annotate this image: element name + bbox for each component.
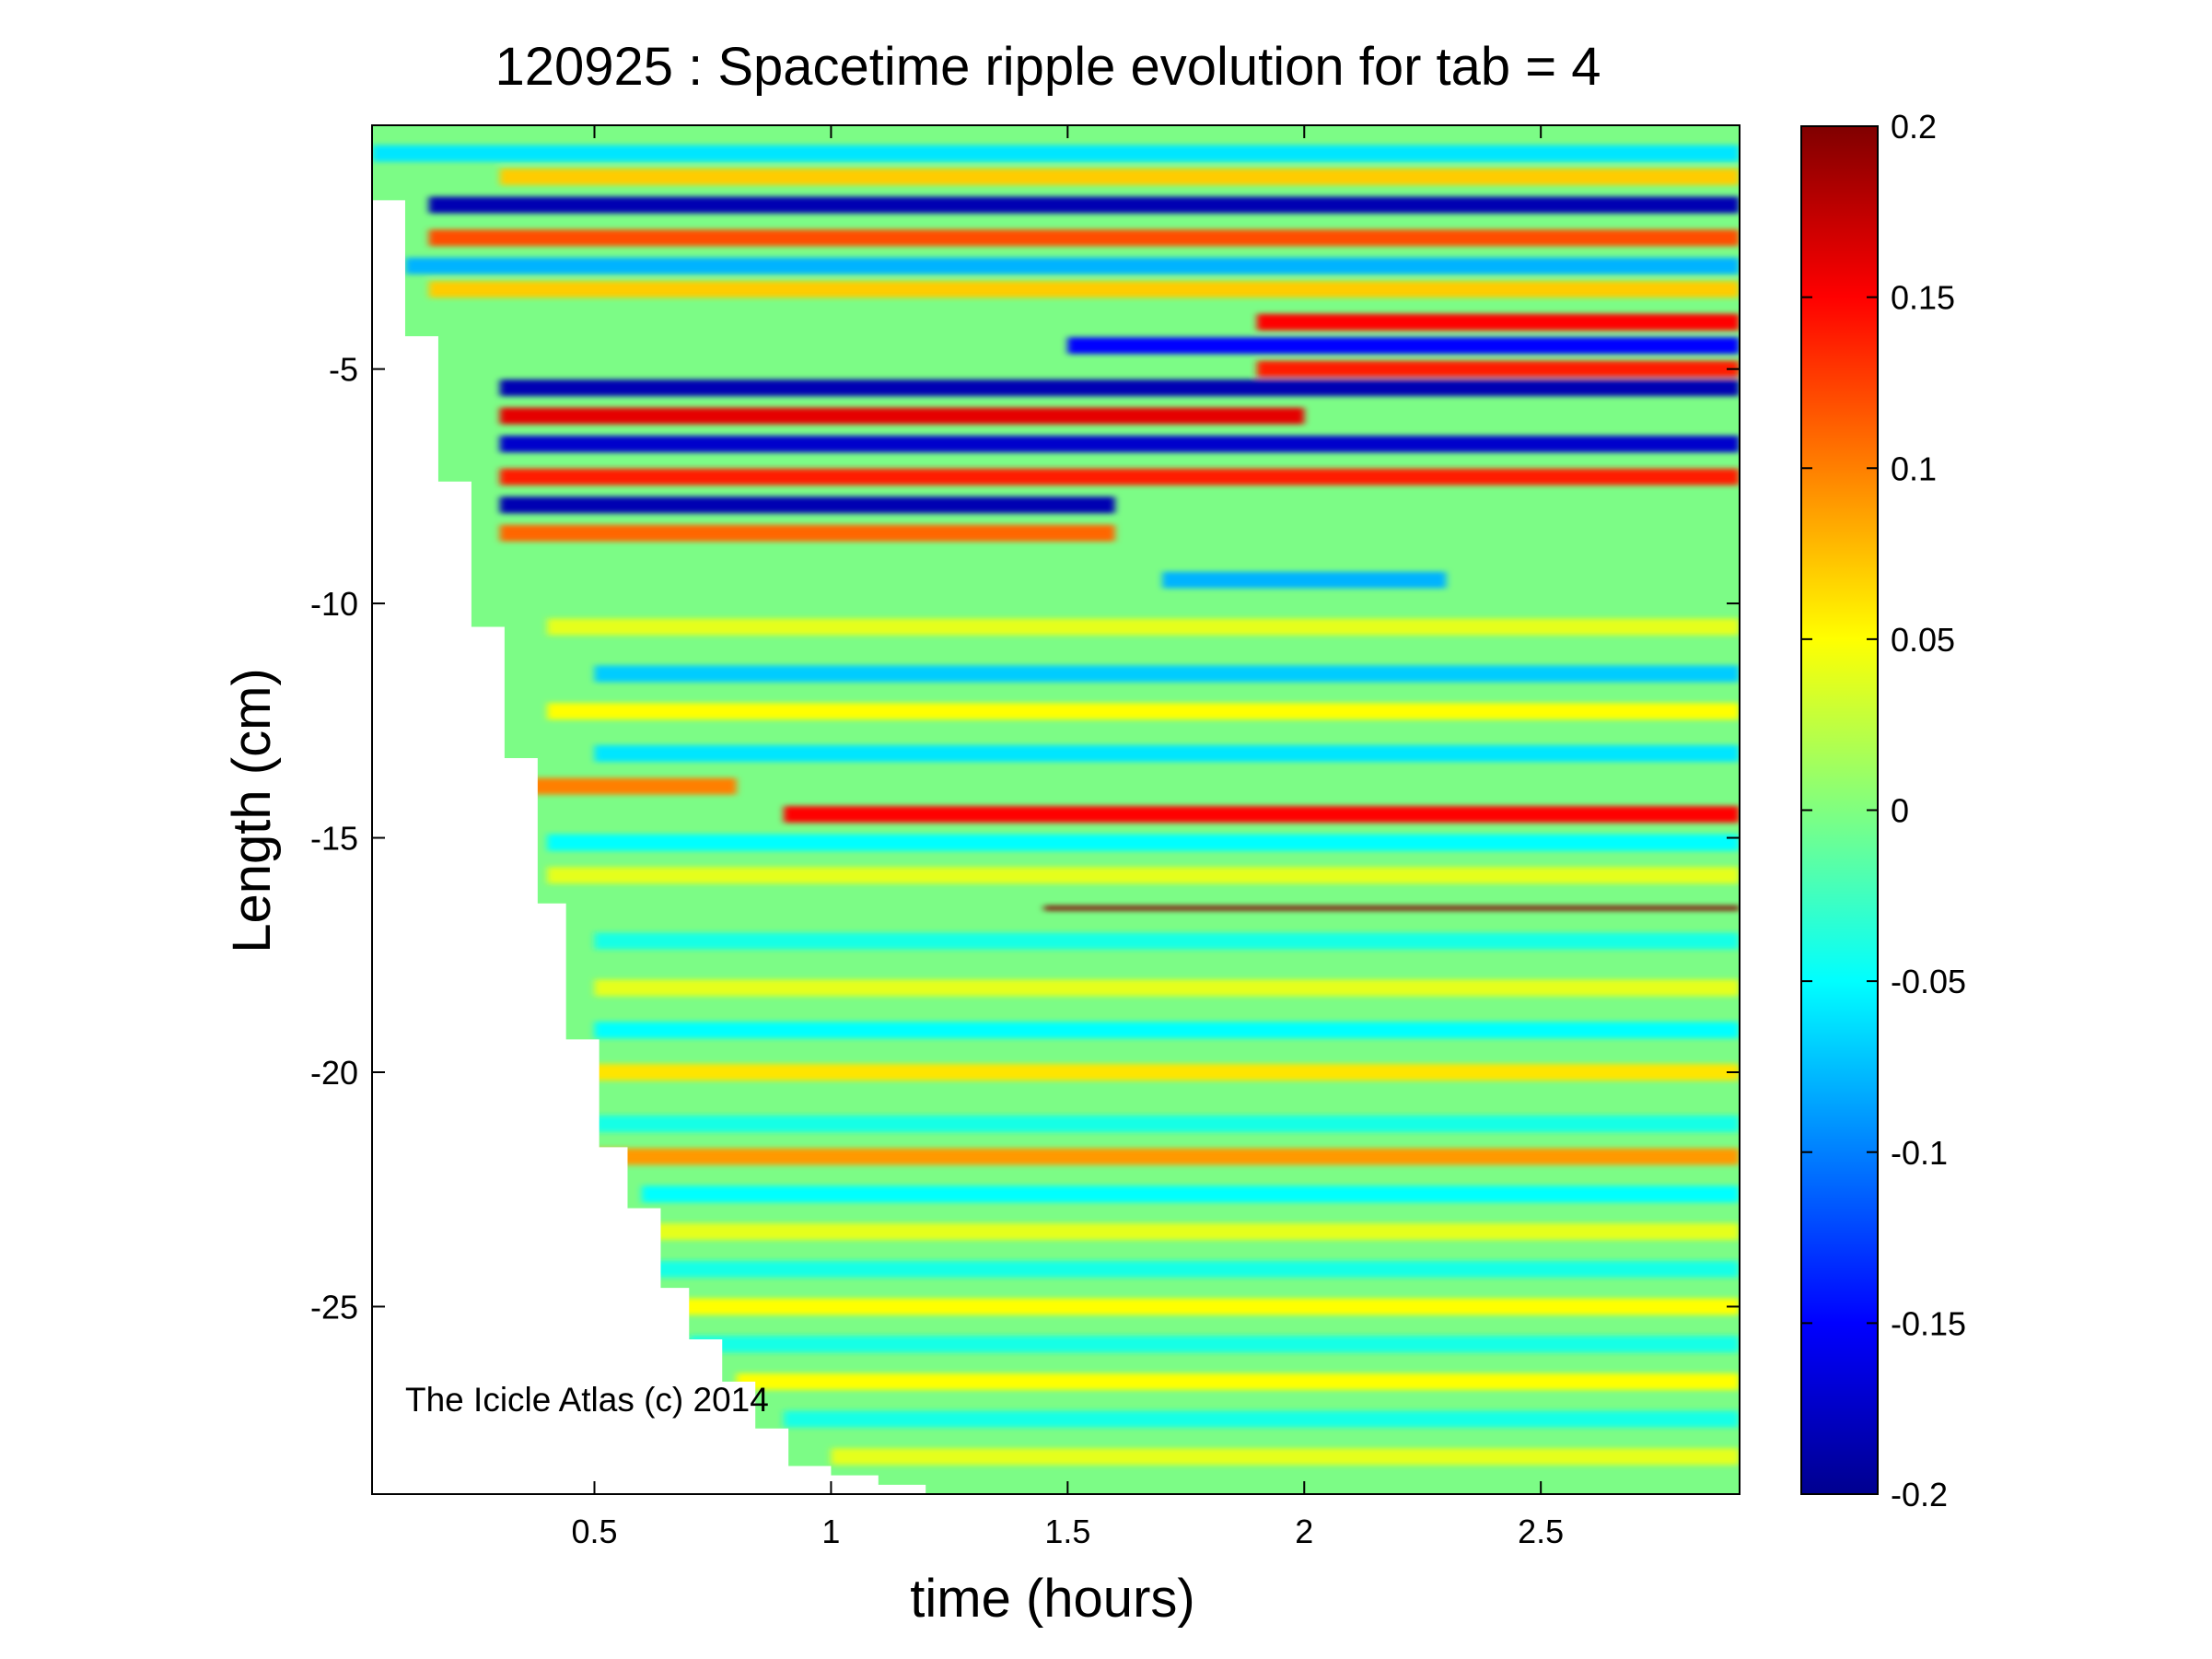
- colorbar-ticks: 0.2 0.15 0.1 0.05 0 -0.05 -0.1 -0.15 -0.2: [1801, 108, 1966, 1513]
- ripple-band-36: [736, 1373, 1740, 1390]
- colorbar-tick-label-0: 0.2: [1891, 108, 1937, 146]
- ripple-band-26: [594, 979, 1740, 997]
- plot-area: [372, 125, 1740, 1494]
- ripple-band-8: [1256, 360, 1740, 378]
- y-tick-label-2: -15: [310, 820, 358, 858]
- ripple-band-31: [641, 1186, 1740, 1203]
- ripple-band-37: [784, 1410, 1740, 1428]
- y-axis-label: Length (cm): [222, 668, 282, 952]
- ripple-band-17: [594, 665, 1740, 683]
- ripple-band-23: [547, 867, 1740, 884]
- ripple-band-21: [784, 806, 1740, 824]
- colorbar-gradient: [1801, 126, 1878, 1494]
- ripple-band-25: [594, 932, 1740, 950]
- x-axis-label: time (hours): [910, 1569, 1194, 1629]
- ripple-band-0: [372, 145, 1740, 162]
- ripple-band-20: [523, 777, 737, 795]
- ripple-band-13: [499, 497, 1115, 514]
- x-axis: 0.5 1 1.5 2 2.5: [571, 125, 1564, 1550]
- ripple-band-18: [547, 703, 1740, 720]
- ripple-band-14: [499, 524, 1115, 542]
- x-tick-label-0: 0.5: [571, 1513, 617, 1550]
- y-tick-label-0: -5: [329, 351, 358, 389]
- colorbar-tick-label-2: 0.1: [1891, 450, 1937, 487]
- colorbar: 0.2 0.15 0.1 0.05 0 -0.05 -0.1 -0.15 -0.2: [1800, 108, 1966, 1513]
- ripple-band-6: [1256, 313, 1740, 331]
- colorbar-tick-label-1: 0.15: [1891, 279, 1955, 317]
- x-tick-label-1: 1: [821, 1513, 840, 1550]
- ripple-band-34: [665, 1298, 1740, 1315]
- ripple-band-5: [428, 281, 1740, 298]
- ripple-band-2: [428, 196, 1740, 214]
- ripple-band-24: [1043, 905, 1740, 911]
- copyright-annotation: The Icicle Atlas (c) 2014: [405, 1381, 769, 1419]
- ripple-band-30: [594, 1148, 1740, 1165]
- y-tick-label-4: -25: [310, 1288, 358, 1326]
- y-tick-label-3: -20: [310, 1054, 358, 1092]
- colorbar-tick-label-3: 0.05: [1891, 621, 1955, 659]
- colorbar-tick-label-7: -0.15: [1891, 1304, 1966, 1342]
- plot-frame: [371, 124, 1740, 1495]
- chart-title: 120925 : Spacetime ripple evolution for …: [495, 37, 1601, 97]
- colorbar-tick-label-8: -0.2: [1891, 1476, 1948, 1513]
- ripple-band-29: [594, 1115, 1740, 1132]
- ripple-band-15: [1162, 571, 1447, 589]
- ripple-band-4: [404, 257, 1740, 275]
- ripple-band-11: [499, 436, 1740, 453]
- ripple-bands: [372, 145, 1740, 1466]
- x-tick-label-2: 1.5: [1044, 1513, 1090, 1550]
- colorbar-tick-label-5: -0.05: [1891, 963, 1966, 1000]
- ripple-band-28: [570, 1063, 1740, 1081]
- x-tick-label-3: 2: [1295, 1513, 1313, 1550]
- y-axis: -5 -10 -15 -20 -25: [310, 351, 1740, 1326]
- ripple-band-7: [1067, 337, 1740, 355]
- x-tick-label-4: 2.5: [1518, 1513, 1564, 1550]
- growth-front-mask: [372, 125, 926, 1494]
- ripple-band-27: [594, 1022, 1740, 1039]
- ripple-band-33: [641, 1260, 1740, 1278]
- ripple-band-22: [547, 834, 1740, 851]
- ripple-band-12: [499, 468, 1740, 485]
- ripple-band-1: [499, 168, 1740, 185]
- colorbar-tick-label-6: -0.1: [1891, 1134, 1948, 1172]
- ripple-band-32: [641, 1223, 1740, 1241]
- ripple-band-35: [689, 1336, 1740, 1353]
- ripple-band-38: [831, 1448, 1740, 1466]
- ripple-band-19: [594, 744, 1740, 762]
- ripple-band-10: [499, 407, 1305, 425]
- colorbar-tick-label-4: 0: [1891, 792, 1909, 830]
- ripple-band-16: [547, 618, 1740, 636]
- y-tick-label-1: -10: [310, 585, 358, 623]
- ripple-band-3: [428, 229, 1740, 247]
- ripple-band-9: [499, 379, 1740, 396]
